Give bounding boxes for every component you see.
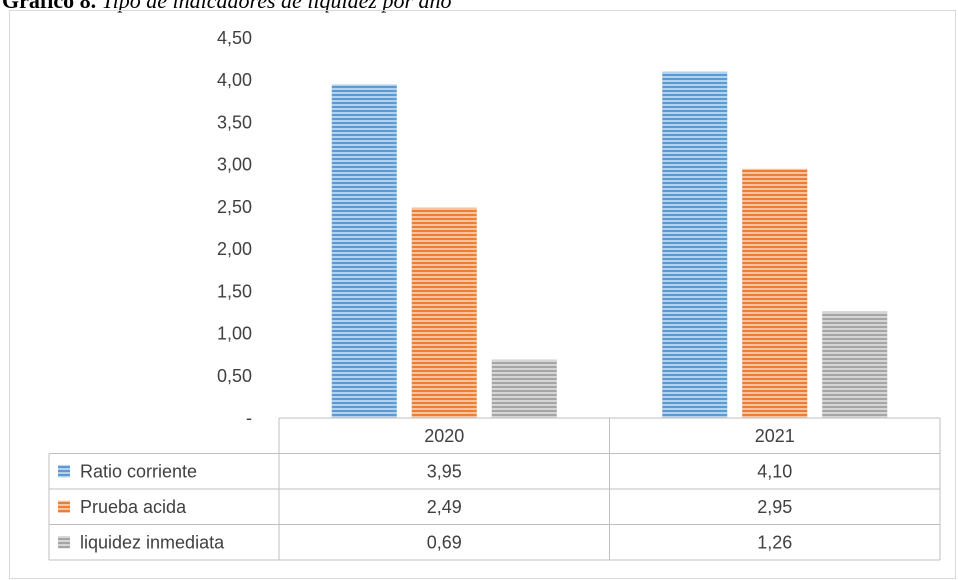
bar-stripe-overlay: [742, 168, 808, 418]
data-value: 1,26: [757, 532, 792, 552]
series-name: Prueba acida: [80, 497, 187, 517]
bar-stripe-overlay: [411, 207, 477, 418]
data-value: 4,10: [757, 461, 792, 481]
y-tick-label: 1,00: [217, 324, 252, 344]
caption-label: Gráfico 8.: [2, 0, 97, 13]
legend-key-stripe: [58, 500, 70, 513]
bar-stripe-overlay: [822, 311, 888, 418]
series-name: liquidez inmediata: [80, 532, 225, 552]
legend-key-stripe: [58, 536, 70, 549]
series-name: Ratio corriente: [80, 461, 197, 481]
chart-frame: [9, 10, 956, 579]
y-tick-label: 3,00: [217, 155, 252, 175]
category-label: 2020: [424, 426, 464, 446]
data-value: 3,95: [427, 461, 462, 481]
y-tick-label: -: [246, 408, 252, 428]
y-tick-label: 4,00: [217, 70, 252, 90]
chart-caption: Gráfico 8. Tipo de indicadores de liquid…: [2, 0, 452, 14]
caption-text: Tipo de indicadores de liquidez por año: [101, 0, 452, 13]
y-tick-label: 4,50: [217, 28, 252, 48]
legend-key-stripe: [58, 465, 70, 478]
bar-stripe-overlay: [662, 71, 728, 419]
y-tick-label: 0,50: [217, 366, 252, 386]
y-tick-label: 2,50: [217, 197, 252, 217]
data-value: 2,95: [757, 497, 792, 517]
category-label: 2021: [755, 426, 795, 446]
data-value: 2,49: [427, 497, 462, 517]
bar-stripe-overlay: [331, 84, 397, 418]
y-tick-label: 2,00: [217, 239, 252, 259]
bar-stripe-overlay: [491, 359, 557, 418]
y-tick-label: 1,50: [217, 281, 252, 301]
data-value: 0,69: [427, 532, 462, 552]
y-tick-label: 3,50: [217, 112, 252, 132]
